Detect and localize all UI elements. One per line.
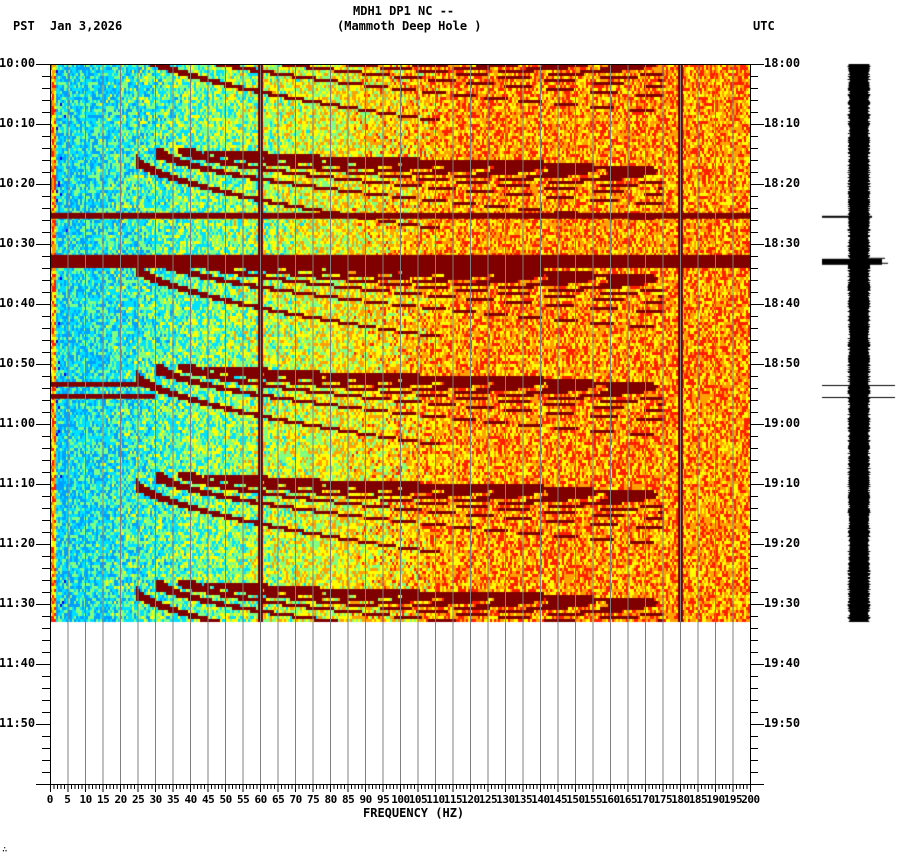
y-tick-label-right: 19:30	[764, 596, 801, 610]
x-tick-label: 115	[443, 793, 463, 806]
x-tick-label: 85	[342, 793, 355, 806]
x-tick-label: 195	[723, 793, 743, 806]
date-label: Jan 3,2026	[50, 19, 123, 33]
x-tick-label: 165	[618, 793, 638, 806]
y-tick-label-right: 18:20	[764, 176, 801, 190]
x-tick-label: 175	[653, 793, 673, 806]
x-axis-title: FREQUENCY (HZ)	[363, 806, 465, 820]
y-tick-label-right: 18:10	[764, 116, 801, 130]
y-tick-label-left: 10:50	[0, 356, 36, 370]
x-tick-label: 25	[132, 793, 145, 806]
x-tick-label: 5	[64, 793, 71, 806]
x-tick-label: 65	[272, 793, 285, 806]
location-title: (Mammoth Deep Hole )	[337, 19, 482, 33]
x-tick-label: 110	[426, 793, 445, 806]
x-tick-label: 160	[601, 793, 620, 806]
x-tick-label: 60	[254, 793, 268, 806]
x-tick-label: 10	[79, 793, 93, 806]
y-tick-label-left: 11:00	[0, 416, 36, 430]
y-tick-label-right: 18:50	[764, 356, 801, 370]
x-tick-label: 140	[531, 793, 550, 806]
x-tick-label: 105	[408, 793, 428, 806]
x-tick-label: 90	[359, 793, 373, 806]
corner-mark: ∴	[2, 845, 8, 855]
x-tick-label: 135	[513, 793, 533, 806]
x-tick-label: 50	[219, 793, 233, 806]
right-timezone-label: UTC	[753, 19, 775, 33]
x-tick-label: 120	[461, 793, 480, 806]
y-tick-label-right: 18:00	[764, 56, 801, 70]
y-tick-label-left: 10:10	[0, 116, 36, 130]
left-timezone-label: PST	[13, 19, 35, 33]
x-tick-label: 70	[289, 793, 303, 806]
y-tick-label-left: 11:30	[0, 596, 36, 610]
y-tick-label-left: 11:40	[0, 656, 36, 670]
seismogram-waveform	[800, 50, 902, 640]
x-tick-label: 15	[97, 793, 110, 806]
y-tick-label-right: 18:30	[764, 236, 801, 250]
x-tick-label: 130	[496, 793, 515, 806]
x-tick-label: 30	[149, 793, 163, 806]
y-tick-label-right: 19:50	[764, 716, 801, 730]
y-tick-label-right: 19:40	[764, 656, 801, 670]
x-tick-label: 45	[202, 793, 215, 806]
y-tick-label-left: 10:00	[0, 56, 36, 70]
x-tick-label: 0	[46, 793, 54, 806]
x-tick-label: 55	[237, 793, 250, 806]
x-tick-label: 185	[688, 793, 708, 806]
x-tick-label: 150	[566, 793, 585, 806]
x-tick-label: 35	[167, 793, 180, 806]
x-tick-label: 200	[741, 793, 760, 806]
y-tick-label-right: 18:40	[764, 296, 801, 310]
x-tick-label: 190	[706, 793, 725, 806]
x-tick-label: 125	[478, 793, 498, 806]
y-tick-label-left: 10:40	[0, 296, 36, 310]
station-title: MDH1 DP1 NC --	[353, 4, 455, 18]
x-tick-label: 100	[391, 793, 410, 806]
x-tick-label: 155	[583, 793, 603, 806]
y-tick-label-left: 11:20	[0, 536, 36, 550]
y-tick-label-right: 19:10	[764, 476, 801, 490]
y-tick-label-left: 10:30	[0, 236, 36, 250]
x-tick-label: 20	[114, 793, 128, 806]
y-tick-label-right: 19:00	[764, 416, 801, 430]
y-tick-label-left: 10:20	[0, 176, 36, 190]
x-tick-label: 80	[324, 793, 338, 806]
x-tick-label: 75	[307, 793, 320, 806]
y-tick-label-left: 11:10	[0, 476, 36, 490]
x-tick-label: 145	[548, 793, 568, 806]
x-tick-label: 40	[184, 793, 198, 806]
x-tick-label: 95	[377, 793, 390, 806]
x-tick-label: 170	[636, 793, 655, 806]
x-tick-label: 180	[671, 793, 690, 806]
y-tick-label-right: 19:20	[764, 536, 801, 550]
y-tick-label-left: 11:50	[0, 716, 36, 730]
